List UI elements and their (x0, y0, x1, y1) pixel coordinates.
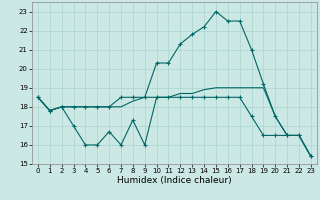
X-axis label: Humidex (Indice chaleur): Humidex (Indice chaleur) (117, 176, 232, 185)
